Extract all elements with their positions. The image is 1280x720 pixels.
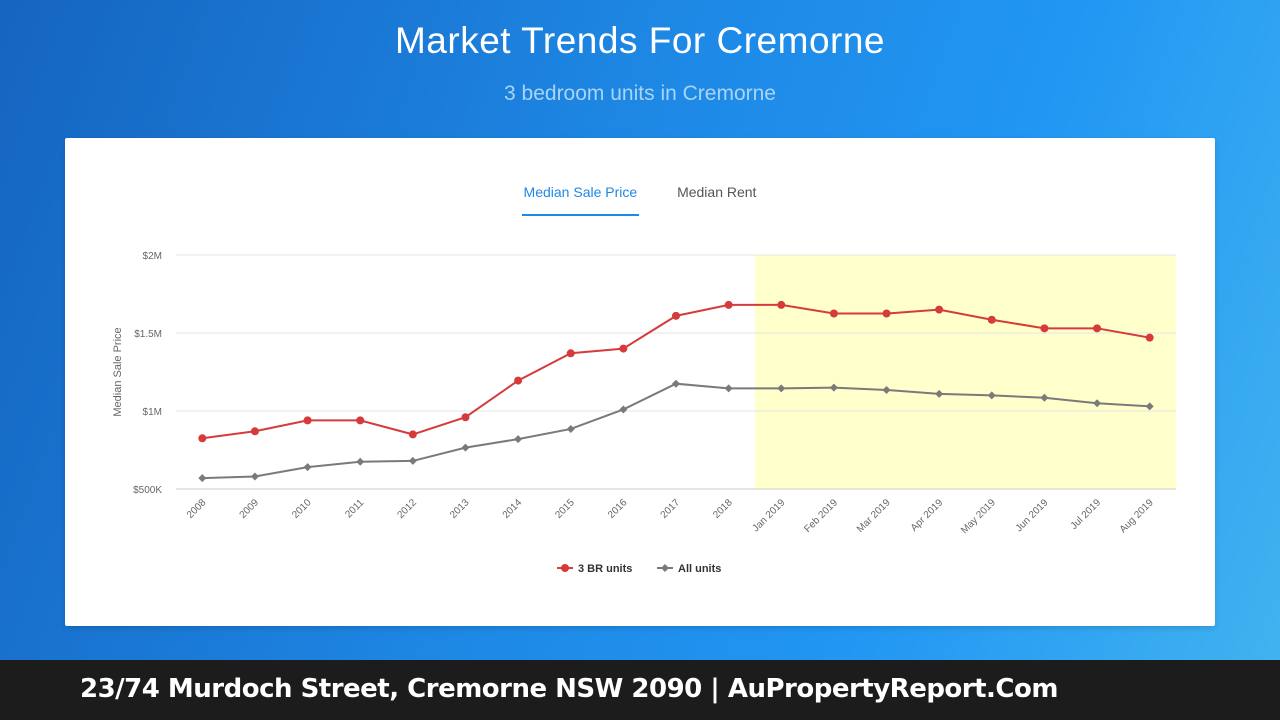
data-point xyxy=(882,309,891,318)
data-point xyxy=(1145,333,1154,342)
legend-marker xyxy=(661,564,669,572)
data-point xyxy=(829,383,838,392)
x-tick-label: Mar 2019 xyxy=(855,497,893,535)
data-point xyxy=(1093,324,1102,333)
data-point xyxy=(1093,399,1102,408)
data-point xyxy=(408,456,417,465)
legend-marker xyxy=(561,564,569,572)
x-tick-label: 2015 xyxy=(553,497,577,521)
data-point xyxy=(461,413,470,422)
data-point xyxy=(619,405,628,414)
data-point xyxy=(987,315,996,324)
data-point xyxy=(882,385,891,394)
data-point xyxy=(566,424,575,433)
data-point xyxy=(1145,402,1154,411)
data-point xyxy=(935,305,944,314)
x-tick-label: 2009 xyxy=(238,497,262,521)
y-axis-label: Median Sale Price xyxy=(112,327,124,416)
y-tick-label: $2M xyxy=(143,251,162,262)
data-point xyxy=(935,389,944,398)
footer-address: 23/74 Murdoch Street, Cremorne NSW 2090 … xyxy=(80,674,1058,704)
x-tick-label: 2018 xyxy=(711,497,735,521)
x-tick-label: Jul 2019 xyxy=(1069,497,1104,532)
data-point xyxy=(672,379,680,388)
legend-label: 3 BR units xyxy=(578,563,632,575)
x-tick-label: 2014 xyxy=(501,497,525,521)
data-point xyxy=(1040,324,1049,333)
x-tick-label: 2012 xyxy=(395,497,419,521)
data-point xyxy=(566,349,575,358)
data-point xyxy=(303,416,312,425)
x-tick-label: Apr 2019 xyxy=(909,497,946,534)
x-tick-label: May 2019 xyxy=(959,497,998,536)
sale-price-chart: $500K $1M $1.5M $2M Median Sale Price 2008 200… xyxy=(112,251,1176,575)
data-point xyxy=(514,435,523,444)
y-tick-label: $1M xyxy=(143,407,162,418)
data-point xyxy=(198,474,207,483)
x-tick-label: 2010 xyxy=(290,497,314,521)
data-point xyxy=(619,344,628,353)
data-point xyxy=(303,463,312,472)
data-point xyxy=(724,300,733,309)
x-tick-label: Jan 2019 xyxy=(751,497,788,534)
data-point xyxy=(829,309,838,318)
data-point xyxy=(356,416,365,425)
x-tick-label: 2011 xyxy=(343,497,366,520)
x-tick-label: Feb 2019 xyxy=(802,497,840,535)
chart-card: Median Sale Price Median Rent $500K $1M $1… xyxy=(65,138,1215,626)
data-point xyxy=(198,434,207,443)
data-point xyxy=(672,311,680,320)
data-point xyxy=(777,384,786,393)
legend-label: All units xyxy=(678,563,721,575)
data-point xyxy=(1040,393,1049,402)
data-point xyxy=(461,443,470,452)
data-point xyxy=(250,472,259,481)
data-point xyxy=(987,391,996,400)
data-point xyxy=(514,376,523,385)
data-point xyxy=(724,384,733,393)
footer-bar: 23/74 Murdoch Street, Cremorne NSW 2090 … xyxy=(0,660,1280,720)
tab-median-rent[interactable]: Median Rent xyxy=(677,184,757,200)
tab-median-sale-price[interactable]: Median Sale Price xyxy=(521,180,640,216)
x-tick-label: 2013 xyxy=(448,497,472,521)
data-point xyxy=(408,430,417,439)
chart-tabs: Median Sale Price Median Rent xyxy=(65,180,1215,216)
y-tick-label: $1.5M xyxy=(134,329,162,340)
data-point xyxy=(777,300,786,309)
x-tick-label: 2017 xyxy=(659,497,683,521)
page-subtitle: 3 bedroom units in Cremorne xyxy=(504,82,776,105)
forecast-highlight-band xyxy=(754,255,1176,489)
x-tick-label: Aug 2019 xyxy=(1118,497,1156,535)
page-title: Market Trends For Cremorne xyxy=(394,20,886,61)
x-tick-label: 2016 xyxy=(606,497,630,521)
data-point xyxy=(250,427,259,436)
x-tick-label: 2008 xyxy=(185,497,209,521)
y-tick-label: $500K xyxy=(133,485,162,496)
data-point xyxy=(356,457,365,466)
x-tick-label: Jun 2019 xyxy=(1014,497,1051,534)
